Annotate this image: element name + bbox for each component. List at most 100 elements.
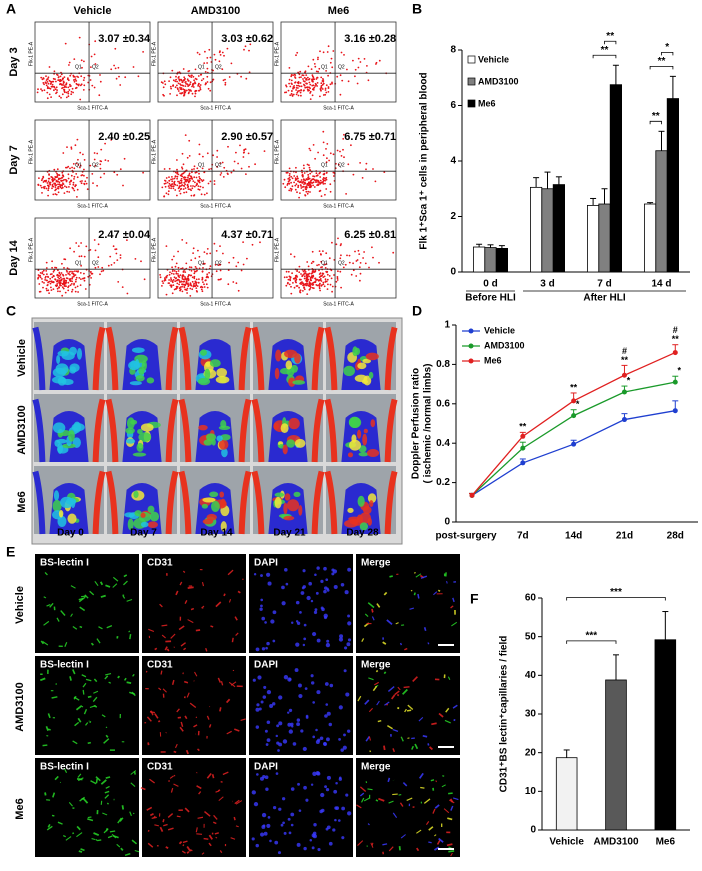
nucleus <box>303 585 306 588</box>
legend-label: Me6 <box>484 355 502 365</box>
perfusion-blob <box>133 491 138 498</box>
event-dot <box>348 80 350 82</box>
column-header: Vehicle <box>74 5 112 17</box>
nucleus <box>295 642 299 646</box>
event-dot <box>189 173 191 175</box>
event-dot <box>120 257 122 259</box>
event-dot <box>313 87 315 89</box>
event-dot <box>337 277 339 279</box>
event-dot <box>241 270 243 272</box>
event-dot <box>289 67 291 69</box>
event-dot <box>77 286 79 288</box>
event-dot <box>300 95 302 97</box>
event-dot <box>66 97 68 99</box>
event-dot <box>207 248 209 250</box>
event-dot <box>72 289 74 291</box>
event-dot <box>173 183 175 185</box>
event-dot <box>323 183 325 185</box>
nucleus <box>316 592 319 595</box>
event-dot <box>302 189 304 191</box>
event-dot <box>310 286 312 288</box>
bar <box>606 680 627 830</box>
event-dot <box>320 272 322 274</box>
event-dot <box>71 291 73 293</box>
event-dot <box>83 61 85 63</box>
event-dot <box>55 81 57 83</box>
nucleus <box>278 851 281 854</box>
nucleus <box>324 714 328 718</box>
nucleus <box>265 788 268 791</box>
event-dot <box>109 256 111 258</box>
y-tick-label: 1 <box>444 320 450 331</box>
vessel-signal <box>407 738 409 739</box>
event-dot <box>286 271 288 273</box>
event-dot <box>341 155 343 157</box>
event-dot <box>75 144 77 146</box>
perfusion-blob <box>140 513 145 518</box>
nucleus <box>321 809 325 813</box>
event-dot <box>98 94 100 96</box>
event-dot <box>183 271 185 273</box>
event-dot <box>303 90 305 92</box>
event-dot <box>327 51 329 53</box>
nucleus <box>341 807 345 811</box>
event-dot <box>198 185 200 187</box>
nucleus <box>270 619 274 623</box>
event-dot <box>304 194 306 196</box>
point <box>673 380 678 385</box>
event-dot <box>346 69 348 71</box>
event-dot <box>66 191 68 193</box>
event-dot <box>53 275 55 277</box>
y-axis-label: Flk-1 PE-A <box>151 237 157 262</box>
event-dot <box>165 180 167 182</box>
event-dot <box>289 86 291 88</box>
event-dot <box>327 288 329 290</box>
event-dot <box>206 273 208 275</box>
significance-label: ** <box>621 355 629 365</box>
y-axis-label: Flk-1 PE-A <box>28 237 34 262</box>
event-dot <box>295 189 297 191</box>
doppler-image <box>34 466 104 534</box>
nucleus <box>310 839 313 842</box>
event-dot <box>201 286 203 288</box>
nucleus <box>311 600 313 602</box>
event-dot <box>73 178 75 180</box>
event-dot <box>245 173 247 175</box>
event-dot <box>339 271 341 273</box>
perfusion-blob <box>295 439 306 448</box>
perfusion-blob <box>150 512 159 522</box>
event-dot <box>173 256 175 258</box>
event-dot <box>180 188 182 190</box>
event-dot <box>182 284 184 286</box>
event-dot <box>222 52 224 54</box>
event-dot <box>186 289 188 291</box>
event-dot <box>322 78 324 80</box>
event-dot <box>304 278 306 280</box>
event-dot <box>53 78 55 80</box>
event-dot <box>290 188 292 190</box>
event-dot <box>305 188 307 190</box>
event-dot <box>183 177 185 179</box>
event-dot <box>299 74 301 76</box>
stain-label: Merge <box>361 660 391 671</box>
event-dot <box>358 67 360 69</box>
nucleus <box>325 682 329 686</box>
event-dot <box>223 55 225 57</box>
event-dot <box>61 74 63 76</box>
nucleus <box>329 723 332 726</box>
event-dot <box>189 266 191 268</box>
nucleus <box>281 824 284 827</box>
nucleus <box>335 782 337 784</box>
row-label: Day 14 <box>8 239 20 275</box>
event-dot <box>329 183 331 185</box>
bar <box>473 247 484 272</box>
y-tick-label: 2 <box>450 211 456 222</box>
event-dot <box>188 140 190 142</box>
event-dot <box>61 172 63 174</box>
event-dot <box>322 250 324 252</box>
event-dot <box>48 187 50 189</box>
event-dot <box>46 267 48 269</box>
significance-label: *** <box>610 587 622 598</box>
event-dot <box>293 175 295 177</box>
